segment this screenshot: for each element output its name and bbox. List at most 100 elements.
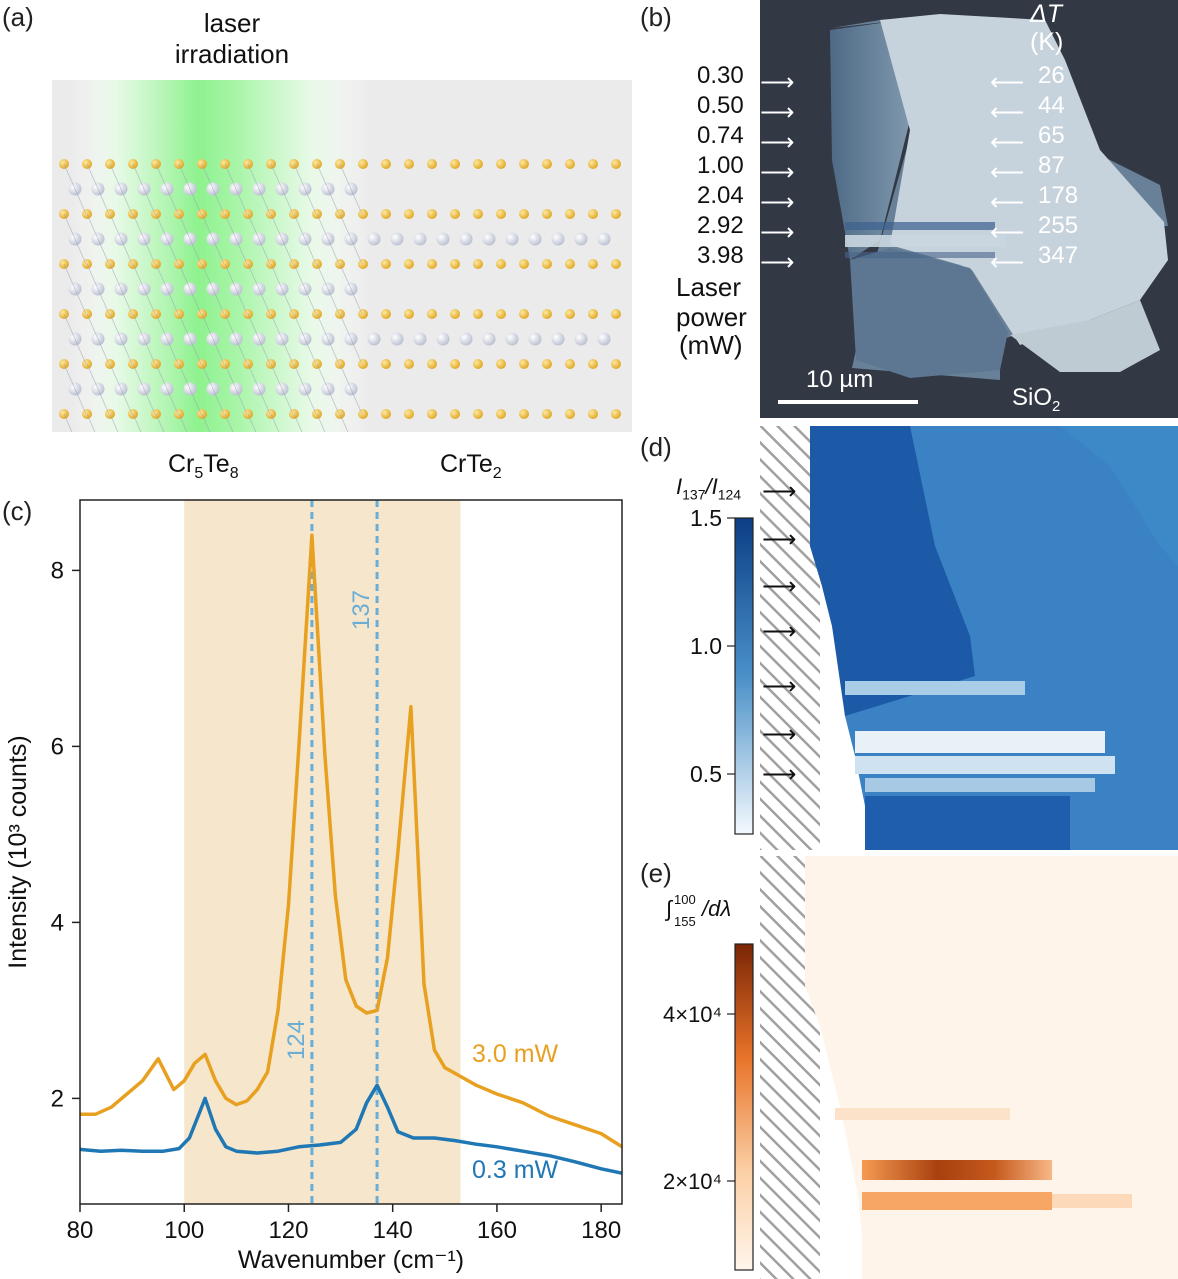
- bond: [63, 163, 76, 190]
- integral-upper: 100: [674, 892, 696, 907]
- bond: [86, 263, 99, 290]
- bond: [212, 188, 225, 215]
- bond: [281, 238, 294, 265]
- laser-title: laser irradiation: [174, 8, 290, 69]
- bond: [235, 288, 248, 315]
- delta-t-value: 255: [1038, 212, 1079, 239]
- te-atom: [473, 259, 483, 269]
- te-atom: [611, 209, 621, 219]
- cr-atom: [367, 232, 381, 246]
- bond: [63, 263, 76, 290]
- te-atom: [519, 409, 529, 419]
- bond: [74, 288, 87, 315]
- laser-power-caption-3: (mW): [679, 330, 743, 360]
- cr-atom: [597, 332, 611, 346]
- bond: [339, 263, 352, 290]
- te-atom: [519, 309, 529, 319]
- bond: [339, 213, 352, 240]
- bond: [224, 213, 237, 240]
- bond: [316, 413, 326, 432]
- te-atom: [496, 309, 506, 319]
- bond: [350, 188, 363, 215]
- bond: [247, 163, 260, 190]
- bond: [304, 188, 317, 215]
- arrow-right-icon: ⟶: [760, 249, 795, 276]
- bond: [327, 288, 340, 315]
- arrow-right-icon: ⟶: [762, 761, 796, 788]
- bond: [155, 263, 168, 290]
- te-atom: [542, 409, 552, 419]
- te-atom: [565, 159, 575, 169]
- te-atom: [565, 409, 575, 419]
- bond: [63, 413, 73, 432]
- substrate-label: SiO2: [1012, 384, 1061, 415]
- bond: [224, 313, 237, 340]
- te-atom: [542, 259, 552, 269]
- cr-atom: [482, 332, 496, 346]
- bond: [155, 313, 168, 340]
- te-atom: [427, 309, 437, 319]
- te-atom: [588, 359, 598, 369]
- te-atom: [496, 209, 506, 219]
- te-atom: [450, 359, 460, 369]
- te-atom: [473, 159, 483, 169]
- vline-label-137: 137: [348, 590, 375, 630]
- te-atom: [427, 359, 437, 369]
- delta-t-value: 44: [1038, 92, 1065, 119]
- map-hot-band: [862, 1160, 1052, 1180]
- te-atom: [450, 409, 460, 419]
- plot-frame: [79, 499, 623, 1205]
- te-atom: [450, 159, 460, 169]
- cr-atom: [436, 232, 450, 246]
- bond: [212, 338, 225, 365]
- bond: [97, 338, 110, 365]
- bond: [120, 288, 133, 315]
- bond: [86, 163, 99, 190]
- arrow-right-icon: ⟶: [762, 721, 796, 748]
- arrow-left-icon: ⟵: [990, 159, 1025, 186]
- bond: [247, 313, 260, 340]
- te-atom: [404, 309, 414, 319]
- bond: [166, 388, 179, 415]
- te-atom: [381, 209, 391, 219]
- bond: [339, 313, 352, 340]
- dt-unit: (K): [1030, 28, 1064, 56]
- te-atom: [542, 159, 552, 169]
- bond: [327, 388, 340, 415]
- bond: [316, 163, 329, 190]
- panel-e-label: (e): [640, 858, 672, 888]
- bond: [189, 288, 202, 315]
- panel-a-label: (a): [2, 2, 34, 32]
- bond: [224, 163, 237, 190]
- bond: [109, 363, 122, 390]
- te-atom: [427, 259, 437, 269]
- bond: [281, 288, 294, 315]
- te-atom: [611, 409, 621, 419]
- te-atom: [611, 259, 621, 269]
- colorbar-e: [734, 943, 754, 1271]
- te-atom: [588, 309, 598, 319]
- bond: [120, 188, 133, 215]
- map-band-1: [845, 681, 1025, 695]
- arrow-right-icon: ⟶: [760, 69, 795, 96]
- bond: [270, 313, 283, 340]
- bond: [281, 188, 294, 215]
- te-atom: [381, 159, 391, 169]
- cr-atom: [482, 232, 496, 246]
- bond: [63, 363, 76, 390]
- bond: [143, 288, 156, 315]
- bond: [109, 263, 122, 290]
- map-base: [805, 856, 1178, 1279]
- te-atom: [588, 209, 598, 219]
- bond: [109, 313, 122, 340]
- integrated-intensity-map: 4×10⁴ 2×10⁴: [663, 856, 1178, 1279]
- bond: [339, 163, 352, 190]
- cr-atom: [528, 332, 542, 346]
- laser-power-value: 0.30: [697, 62, 744, 89]
- scale-bar-label: 10 µm: [806, 366, 874, 393]
- bond: [258, 338, 271, 365]
- x-tick-label: 120: [268, 1217, 308, 1244]
- atom-lattice: [59, 159, 621, 432]
- te-atom: [565, 209, 575, 219]
- bond: [166, 188, 179, 215]
